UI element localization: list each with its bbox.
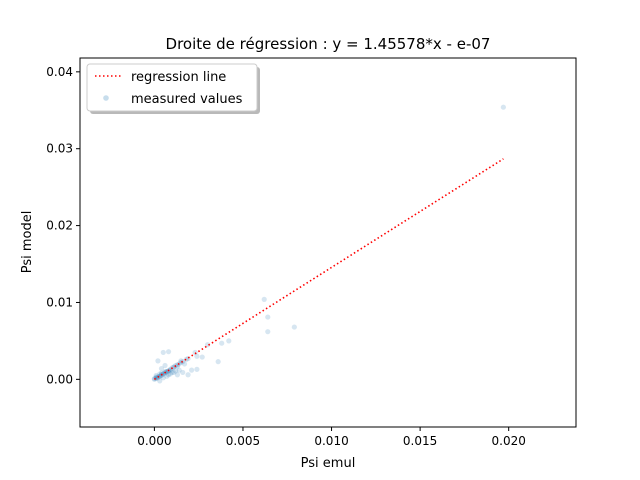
- data-point: [162, 369, 168, 375]
- y-axis-label: Psi model: [20, 211, 35, 274]
- legend-box: [86, 63, 258, 112]
- legend: regression line measured values: [86, 63, 260, 114]
- x-tick-label: 0.020: [492, 434, 526, 448]
- data-point: [158, 370, 165, 376]
- plot-area: 0.000 0.005 0.010 0.015 0.020 0.000.010.020.…: [46, 57, 577, 448]
- data-point: [176, 367, 182, 373]
- data-point: [174, 372, 181, 378]
- data-point: [215, 359, 221, 365]
- x-tick-label: 0.000: [137, 434, 171, 448]
- axes-frame: [79, 57, 577, 428]
- data-point: [164, 373, 170, 379]
- y-axis-ticks: 0.00 0.01 0.02 0.03 0.04: [46, 65, 80, 386]
- x-axis-label: Psi emul: [301, 456, 356, 471]
- data-point: [160, 375, 166, 381]
- data-point: [158, 365, 165, 372]
- legend-label-measured: measured values: [131, 92, 243, 107]
- data-point: [153, 372, 159, 379]
- data-point: [162, 362, 168, 369]
- legend-label-regression: regression line: [131, 70, 226, 85]
- data-point: [169, 369, 175, 376]
- data-point: [226, 338, 232, 344]
- data-point: [265, 329, 271, 335]
- data-point: [157, 371, 163, 377]
- data-point: [167, 371, 173, 377]
- data-point: [174, 363, 181, 369]
- y-tick-label: 0.00: [46, 372, 73, 386]
- data-point: [192, 349, 198, 356]
- data-point: [155, 375, 161, 381]
- data-point: [160, 349, 166, 356]
- data-point: [194, 366, 200, 372]
- data-point: [189, 367, 195, 373]
- data-point: [500, 104, 506, 110]
- data-point: [183, 356, 189, 362]
- data-point: [194, 353, 200, 359]
- x-axis-ticks: 0.000 0.005 0.010 0.015 0.020: [137, 427, 526, 448]
- data-point: [291, 324, 297, 330]
- data-point: [185, 372, 191, 378]
- y-tick-label: 0.03: [46, 142, 73, 156]
- regression-line: [153, 158, 504, 381]
- x-tick-label: 0.010: [314, 434, 348, 448]
- data-point: [180, 369, 186, 376]
- y-tick-label: 0.04: [46, 65, 73, 79]
- regression-line-layer: [153, 158, 504, 381]
- data-point: [199, 354, 205, 360]
- data-point: [157, 378, 163, 384]
- y-tick-label: 0.02: [46, 219, 73, 233]
- data-point: [265, 314, 271, 320]
- data-point: [173, 368, 179, 374]
- x-tick-label: 0.015: [403, 434, 437, 448]
- legend-marker-swatch: [103, 95, 109, 101]
- data-point: [165, 349, 172, 355]
- data-point: [219, 340, 225, 346]
- y-tick-label: 0.01: [46, 295, 73, 309]
- data-point: [155, 358, 161, 364]
- data-point: [261, 296, 267, 302]
- data-point: [204, 342, 211, 348]
- data-point: [165, 372, 172, 378]
- data-point: [181, 361, 188, 367]
- data-point: [171, 369, 177, 376]
- scatter-points: [151, 104, 506, 384]
- chart-title: Droite de régression : y = 1.45578*x - e…: [166, 35, 491, 53]
- x-tick-label: 0.005: [226, 434, 260, 448]
